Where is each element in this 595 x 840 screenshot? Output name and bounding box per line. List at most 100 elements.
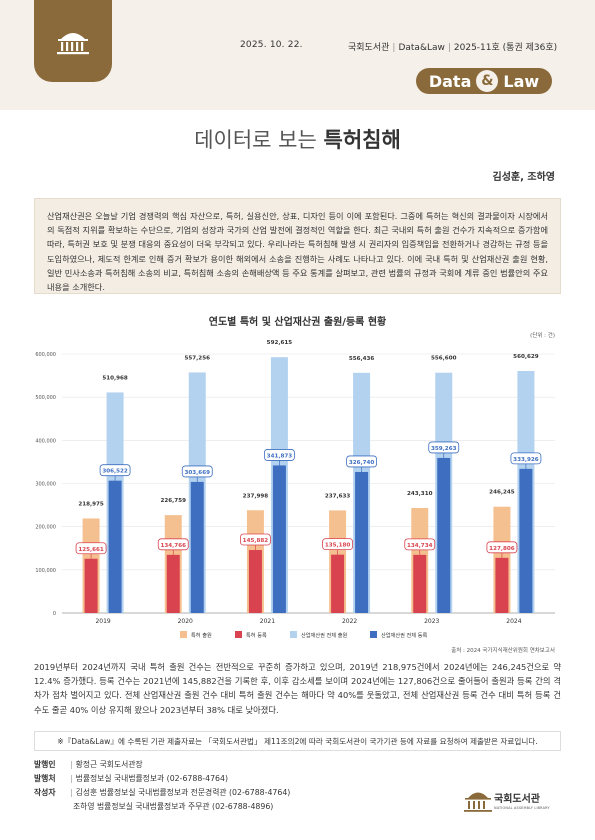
data-label: 237,998 (243, 493, 269, 499)
legend-swatch (235, 631, 242, 638)
y-tick-label: 0 (53, 611, 56, 617)
y-tick-label: 100,000 (35, 568, 56, 574)
data-label: 246,245 (489, 490, 515, 496)
summary-box: 산업재산권은 오늘날 기업 경쟁력의 핵심 자산으로, 특허, 실용신안, 상표… (34, 198, 561, 294)
data-label-box (75, 542, 107, 555)
data-label: 125,661 (78, 547, 104, 553)
chart-source: 출처 : 2024 국가지식재산위원회 연차보고서 (451, 648, 555, 654)
national-assembly-dome-icon (57, 33, 89, 55)
title-prefix: 데이터로 보는 (194, 128, 324, 152)
x-tick-label: 2024 (506, 618, 521, 625)
chart-title: 연도별 특허 및 산업재산권 출원/등록 현황 (208, 317, 387, 328)
bar-patent-registration (413, 554, 427, 613)
bar-ip-registration (108, 480, 122, 613)
issue-info: 국회도서관 | Data&Law | 2025-11호 (통권 제36호) (348, 43, 558, 53)
data-label: 127,806 (489, 546, 515, 552)
data-label-box (486, 541, 518, 554)
bar-ip-registration (437, 457, 451, 613)
legend-label: 산업재산권 전체 출원 (301, 631, 347, 639)
title-emphasis: 특허침해 (323, 128, 401, 152)
credit-author: 작성자 | 김성훈 법률정보실 국내법률정보과 전문경력관 (02-6788-476… (34, 786, 290, 800)
data-law-badge: Data & Law (416, 68, 552, 94)
x-tick-label: 2020 (178, 618, 193, 625)
legend-swatch (370, 631, 377, 638)
header-logo (34, 0, 112, 82)
credit-value: 조하영 법률정보실 국내법률정보과 주무관 (02-6788-4896) (73, 802, 274, 811)
x-tick-label: 2022 (342, 618, 357, 625)
credit-value: 황정근 국회도서관장 (75, 760, 143, 769)
data-label: 134,734 (407, 543, 433, 549)
credit-label: 발행인 (34, 760, 56, 769)
data-label: 237,633 (325, 493, 351, 499)
credit-value: 김성훈 법률정보실 국내법률정보과 전문경력관 (02-6788-4764) (75, 788, 291, 797)
data-label: 326,740 (349, 460, 375, 466)
credit-value: 법률정보실 국내법률정보과 (02-6788-4764) (75, 774, 228, 783)
credit-label: 발행처 (34, 774, 56, 783)
data-label-box (346, 455, 377, 468)
data-label-box (240, 533, 271, 546)
y-tick-label: 500,000 (35, 395, 56, 401)
notice-box: ※『Data&Law』에 수록된 기관 제출자료는 「국회도서관법」 제11조의… (34, 731, 561, 751)
y-tick-label: 200,000 (35, 525, 56, 531)
data-label: 341,873 (267, 453, 293, 459)
data-label: 226,759 (161, 498, 187, 504)
bar-ip-registration (272, 465, 286, 613)
x-tick-label: 2019 (95, 618, 110, 625)
bar-patent-registration (495, 557, 509, 613)
badge-law: Law (503, 71, 540, 91)
analysis-text: 2019년부터 2024년까지 국내 특허 출원 건수는 전반적으로 꾸준히 증… (34, 662, 561, 715)
bar-ip-registration (519, 468, 533, 613)
legend-label: 특허 출원 (191, 631, 212, 639)
credit-office: 발행처 | 법률정보실 국내법률정보과 (02-6788-4764) (34, 772, 290, 786)
badge-amp: & (476, 70, 499, 92)
legend-label: 특허 등록 (246, 631, 267, 639)
publisher-name: 국회도서관 (348, 43, 390, 53)
bar-patent-registration (331, 554, 345, 613)
data-label: 135,180 (325, 543, 351, 549)
data-label: 134,766 (161, 543, 187, 549)
x-tick-label: 2021 (260, 618, 275, 625)
bar-patent-registration (84, 558, 98, 613)
credit-author-2: 조하영 법률정보실 국내법률정보과 주무관 (02-6788-4896) (34, 800, 290, 814)
bar-ip-registration (355, 471, 369, 613)
footer-logo-subtitle: NATIONAL ASSEMBLY LIBRARY (494, 806, 550, 810)
authors: 김성훈, 조하영 (492, 172, 555, 183)
data-label-box (404, 538, 436, 551)
data-label: 592,615 (267, 340, 293, 346)
issue-date: 2025. 10. 22. (240, 40, 303, 50)
legend-swatch (290, 631, 297, 638)
data-label: 560,629 (513, 354, 539, 360)
data-label: 557,256 (185, 355, 211, 361)
data-label: 303,669 (185, 470, 211, 476)
bar-chart: 0 100,000 200,000 300,000 400,000 500,000 600,… (35, 340, 555, 639)
data-label: 333,926 (513, 457, 539, 463)
legend-label: 산업재산권 전체 등록 (381, 631, 427, 639)
data-label: 556,436 (349, 356, 375, 362)
chart-unit: (단위 : 건) (530, 333, 555, 339)
credit-issuer: 발행인 | 황정근 국회도서관장 (34, 758, 290, 772)
bar-patent-registration (248, 550, 262, 613)
data-label: 510,968 (102, 375, 128, 381)
data-label: 306,522 (102, 469, 128, 475)
data-label-box (510, 452, 542, 465)
series-name: Data&Law (398, 43, 445, 53)
data-label-box (181, 465, 213, 478)
data-label: 218,975 (78, 501, 104, 507)
data-label: 359,263 (431, 446, 457, 452)
footer-logo-name: 국회도서관 (494, 794, 540, 805)
x-tick-label: 2023 (424, 618, 439, 625)
page-title: 데이터로 보는 특허침해 (0, 124, 595, 154)
data-label: 145,882 (243, 538, 269, 544)
issue-number: 2025-11호 (통권 제36호) (453, 43, 558, 53)
data-label-box (264, 449, 295, 461)
bar-ip-registration (190, 481, 204, 613)
data-label-box (322, 538, 353, 551)
data-label-box (428, 441, 460, 454)
credits: 발행인 | 황정근 국회도서관장 발행처 | 법률정보실 국내법률정보과 (02-678… (34, 758, 290, 814)
data-label: 243,310 (407, 491, 433, 497)
data-label-box (99, 464, 131, 477)
data-label: 556,600 (431, 356, 457, 362)
y-tick-label: 300,000 (35, 482, 56, 488)
data-label-box (157, 538, 189, 551)
badge-data: Data (428, 71, 472, 91)
